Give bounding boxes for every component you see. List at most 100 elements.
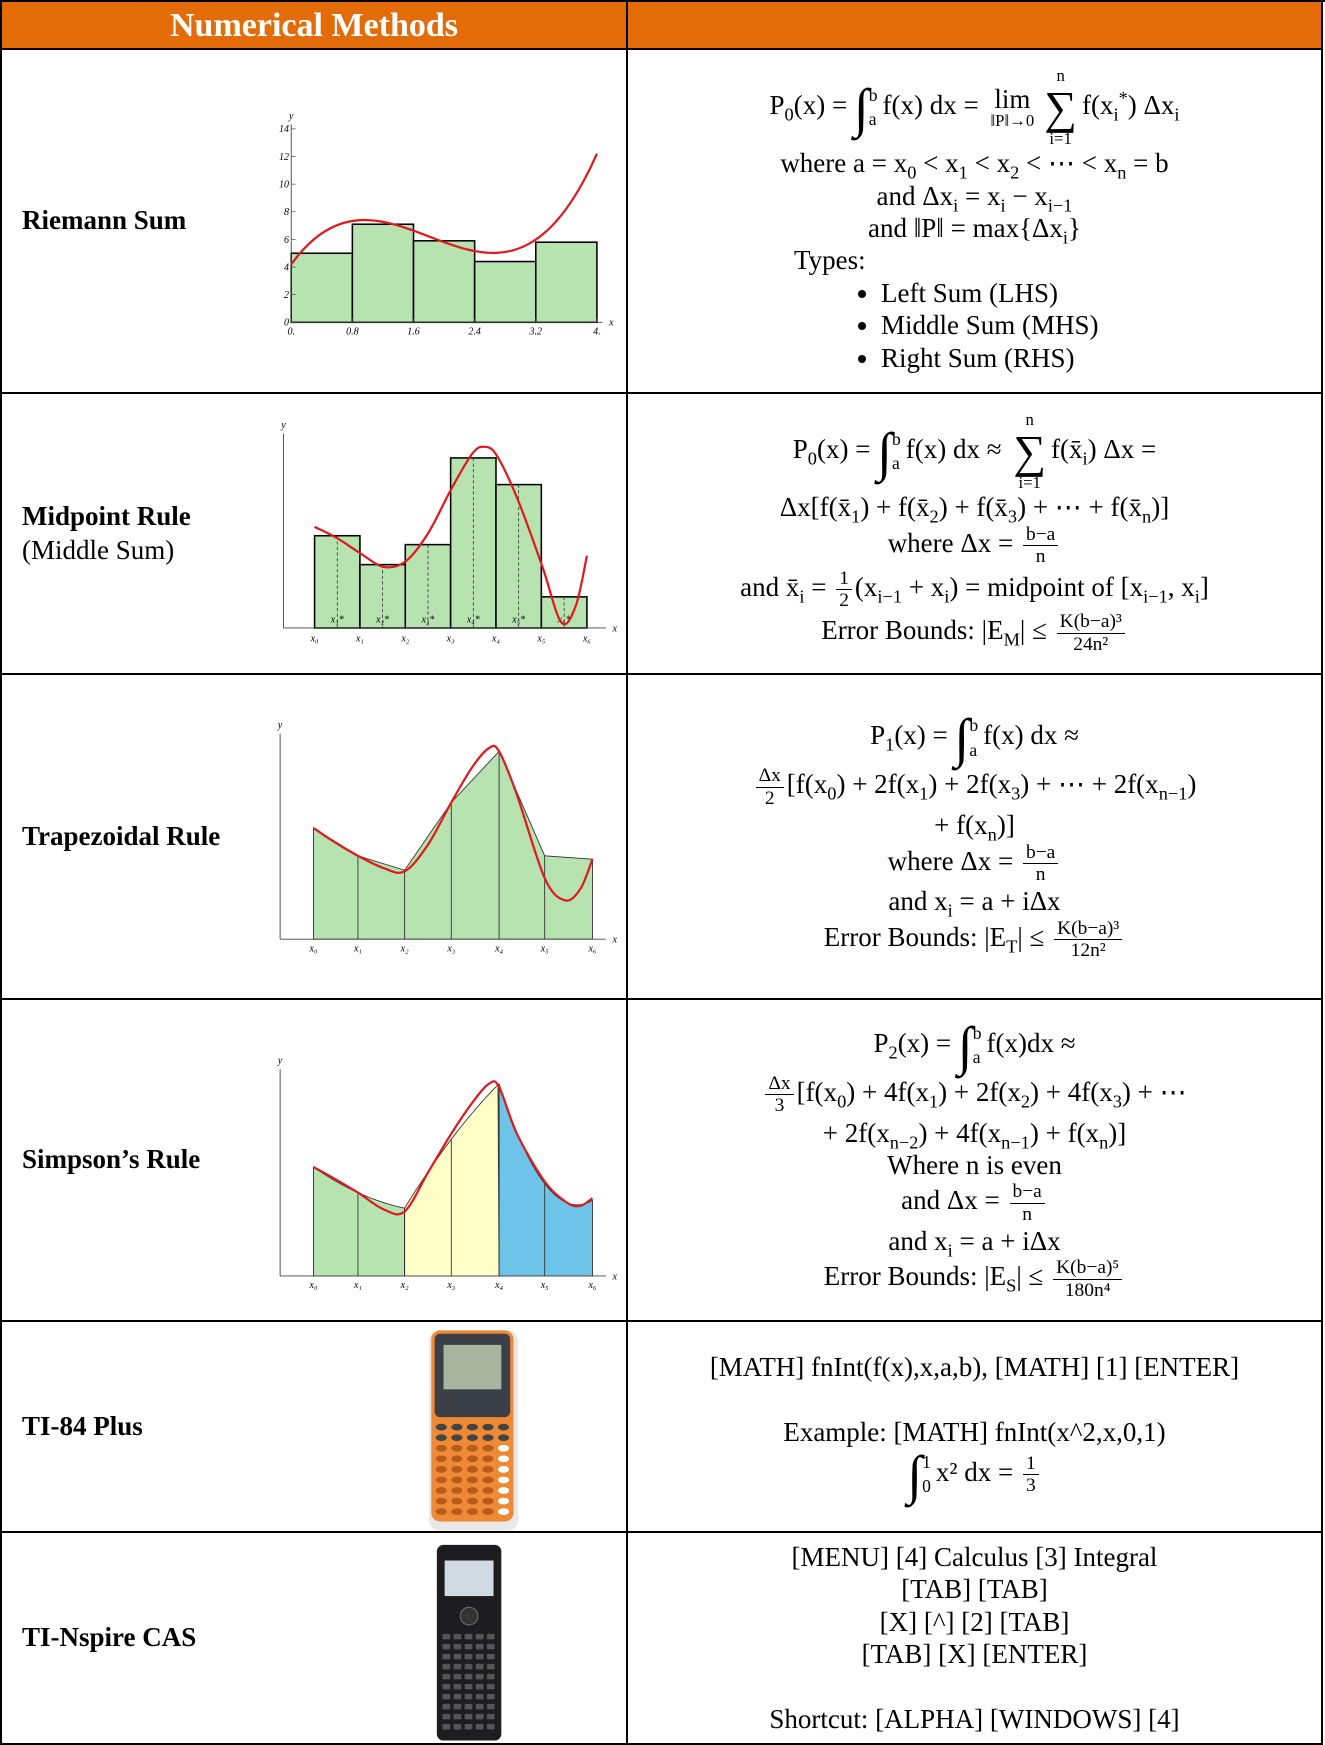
- subscript: n: [1142, 507, 1151, 527]
- method-name: Riemann Sum: [22, 204, 626, 238]
- math-text: f(x)dx ≈: [986, 1028, 1075, 1058]
- formula-line: and xi = a + iΔx: [888, 885, 1060, 917]
- lower-limit: a: [973, 1049, 982, 1067]
- upper-limit: b: [973, 1025, 982, 1043]
- integral-limits: ba: [869, 87, 878, 129]
- types-item: Left Sum (LHS): [881, 277, 1321, 309]
- math-text: + x: [902, 572, 944, 602]
- math-text: ) + ⋯: [1122, 1077, 1187, 1107]
- math-text: where a = x: [780, 148, 907, 178]
- formula-block: [MENU] [4] Calculus [3] Integral[TAB] [T…: [792, 1541, 1158, 1671]
- denominator: 24n²: [1057, 634, 1125, 655]
- upper-limit: b: [969, 717, 978, 735]
- math-text: < x: [968, 148, 1010, 178]
- math-text: }: [1068, 213, 1081, 243]
- math-text: [TAB] [TAB]: [901, 1574, 1047, 1604]
- numerator: 1: [836, 568, 852, 590]
- math-text: , x: [1168, 572, 1195, 602]
- math-text: and Δx: [877, 181, 954, 211]
- integral-limits: ba: [892, 431, 901, 473]
- subscript: 2: [889, 1042, 898, 1062]
- subscript: i−1: [1143, 586, 1168, 606]
- formula-line: and Δxi = xi − xi−1: [877, 180, 1073, 212]
- table: Numerical MethodsRiemann SumP0(x) = ∫baf…: [0, 0, 1325, 1745]
- math-text: ) + 4f(x: [918, 1118, 1001, 1148]
- types-item: Middle Sum (MHS): [881, 309, 1321, 341]
- math-text: Example: [MATH] fnInt(x^2,x,0,1): [783, 1417, 1165, 1447]
- lower-limit: i=1: [1018, 475, 1040, 492]
- math-text: ) = midpoint of [x: [949, 572, 1143, 602]
- subscript: 0: [808, 448, 817, 468]
- method-name: Midpoint Rule: [22, 500, 626, 534]
- math-text: − x: [1006, 181, 1048, 211]
- math-text: =: [804, 572, 833, 602]
- math-text: ) + ⋯ + 2f(x: [1020, 770, 1158, 800]
- math-text: | ≤: [1017, 922, 1051, 952]
- math-text: f(x) dx =: [883, 90, 986, 120]
- math-text: )]: [1108, 1118, 1126, 1148]
- subscript: i: [1174, 104, 1179, 124]
- integral-limits: 10: [922, 1454, 931, 1496]
- limit-word: lim: [994, 86, 1030, 113]
- lower-limit: 0: [922, 1478, 931, 1496]
- upper-limit: b: [869, 87, 878, 105]
- formula-cell: P2(x) = ∫baf(x)dx ≈Δx3[f(x0) + 4f(x1) + …: [628, 1000, 1323, 1322]
- limit-sub: ‖P‖→0: [990, 113, 1034, 130]
- method-cell: TI-Nspire CAS: [2, 1533, 628, 1745]
- formula-line: [TAB] [TAB]: [901, 1573, 1047, 1605]
- numerator: K(b−a)³: [1054, 918, 1122, 940]
- document: Numerical MethodsRiemann SumP0(x) = ∫baf…: [0, 0, 1325, 1745]
- math-text: Δx[f(x̄: [780, 492, 851, 522]
- math-text: ) + f(x̄: [939, 492, 1008, 522]
- subscript: S: [1006, 1276, 1016, 1296]
- math-text: and x̄: [740, 572, 799, 602]
- math-text: ) Δx =: [1088, 434, 1157, 464]
- math-text: Error Bounds: |E: [821, 615, 1003, 645]
- types-item: Right Sum (RHS): [881, 342, 1321, 374]
- math-text: [f(x: [787, 770, 827, 800]
- method-cell: Midpoint Rule(Middle Sum): [2, 394, 628, 675]
- fraction: Δx2: [756, 765, 784, 809]
- formula-cell: P1(x) = ∫baf(x) dx ≈Δx2[f(x0) + 2f(x1) +…: [628, 675, 1323, 1000]
- math-text: [MATH] fnInt(f(x),x,a,b), [MATH] [1] [EN…: [710, 1352, 1239, 1382]
- subscript: 1: [885, 735, 894, 755]
- numerator: Δx: [756, 765, 784, 787]
- math-text: Where n is even: [887, 1150, 1062, 1180]
- superscript: *: [1119, 88, 1128, 108]
- formula-line: [MATH] fnInt(f(x),x,a,b), [MATH] [1] [EN…: [710, 1351, 1239, 1383]
- denominator: n: [1010, 1204, 1045, 1225]
- math-text: ) + f(x: [1030, 1118, 1099, 1148]
- numerator: K(b−a)⁵: [1053, 1257, 1122, 1279]
- math-text: < ⋯ < x: [1019, 148, 1117, 178]
- math-text: (x: [855, 572, 878, 602]
- formula-line: [MENU] [4] Calculus [3] Integral: [792, 1541, 1158, 1573]
- formula-line: Shortcut: [ALPHA] [WINDOWS] [4]: [769, 1703, 1179, 1735]
- subscript: T: [1006, 936, 1017, 956]
- math-text: = b: [1126, 148, 1168, 178]
- formula-line: Δx[f(x̄1) + f(x̄2) + f(x̄3) + ⋯ + f(x̄n)…: [780, 491, 1169, 523]
- header-cell: [628, 2, 1323, 50]
- math-text: Error Bounds: |E: [824, 1262, 1006, 1292]
- denominator: 3: [1023, 1475, 1039, 1496]
- math-text: + 2f(x: [823, 1118, 890, 1148]
- method-cell: Simpson’s Rule: [2, 1000, 628, 1322]
- formula-block: Example: [MATH] fnInt(x^2,x,0,1)∫10x² dx…: [783, 1416, 1165, 1502]
- denominator: 2: [756, 788, 784, 809]
- math-text: where Δx =: [888, 528, 1020, 558]
- math-text: ) + 4f(x: [1030, 1077, 1113, 1107]
- subscript: i−1: [877, 586, 902, 606]
- math-text: = a + iΔx: [953, 1226, 1061, 1256]
- math-text: P: [870, 721, 885, 751]
- math-text: ) Δx: [1128, 90, 1175, 120]
- math-text: (x) =: [794, 90, 854, 120]
- math-text: [MENU] [4] Calculus [3] Integral: [792, 1542, 1158, 1572]
- subscript: 1: [929, 1091, 938, 1111]
- formula-line: Example: [MATH] fnInt(x^2,x,0,1): [783, 1416, 1165, 1448]
